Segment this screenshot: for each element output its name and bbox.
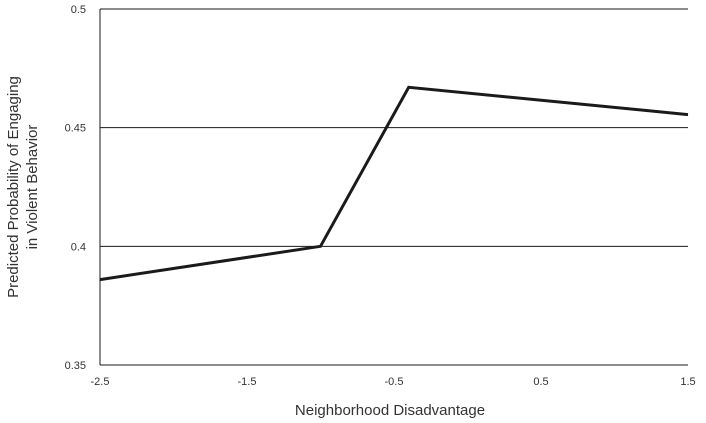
y-axis-title-line: in Violent Behavior [24, 125, 41, 250]
x-tick-label: 1.5 [680, 376, 695, 388]
y-tick-label: 0.45 [65, 123, 86, 135]
x-tick-label: -2.5 [91, 376, 110, 388]
y-tick-label: 0.35 [65, 360, 86, 372]
label-layer: 0.35 0.4 0.45 0.5 -2.5 -1.5 -0.5 0.5 1.5 Neighbor… [5, 4, 696, 419]
y-tick-label: 0.5 [71, 4, 86, 16]
y-axis-title-line: Predicted Probability of Engaging [5, 76, 22, 298]
y-tick-label: 0.4 [71, 241, 86, 253]
x-axis-title: Neighborhood Disadvantage [295, 402, 485, 419]
y-axis-title: Predicted Probability of Engaging in Viol… [5, 76, 41, 298]
x-tick-label: -1.5 [238, 376, 257, 388]
series-layer [99, 85, 689, 282]
x-tick-label: 0.5 [533, 376, 548, 388]
axis-layer [99, 9, 688, 366]
grid-layer [100, 8, 688, 247]
series-line-0 [99, 85, 689, 282]
x-tick-label: -0.5 [385, 376, 404, 388]
